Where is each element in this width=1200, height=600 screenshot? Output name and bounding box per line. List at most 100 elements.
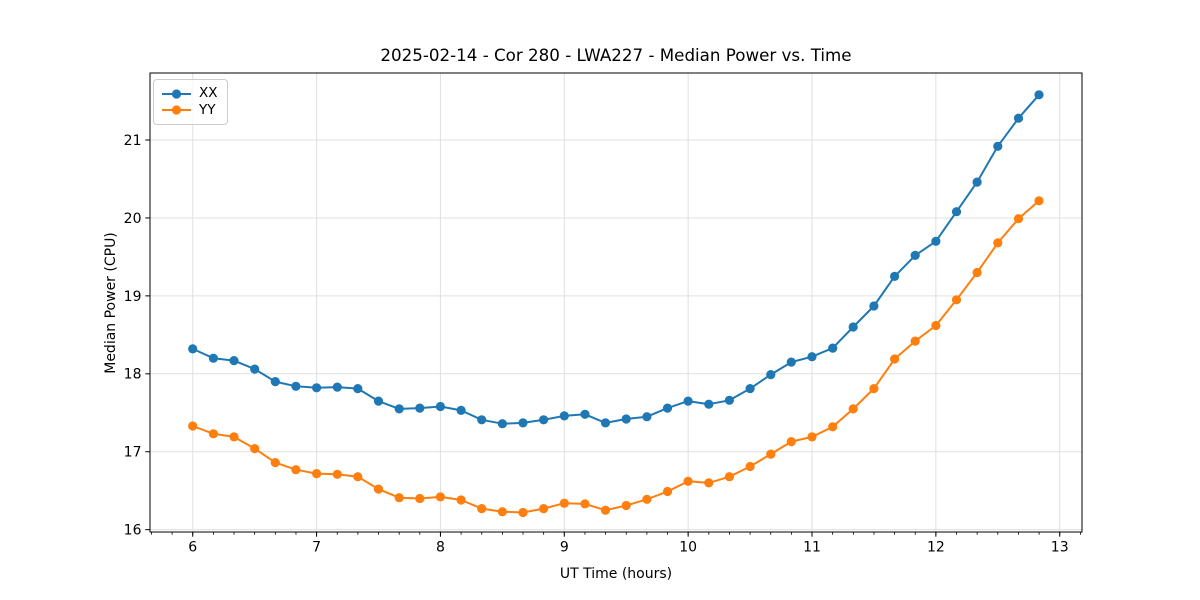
data-point-yy xyxy=(456,495,466,505)
data-point-xx xyxy=(518,418,528,428)
data-point-yy xyxy=(704,478,714,488)
data-point-xx xyxy=(931,236,941,246)
data-point-xx xyxy=(477,415,487,425)
data-point-xx xyxy=(807,352,817,362)
data-point-xx xyxy=(332,382,342,392)
x-tick-label: 10 xyxy=(679,540,697,556)
data-point-yy xyxy=(435,492,445,502)
data-point-yy xyxy=(373,484,384,494)
data-point-xx xyxy=(291,381,301,391)
data-point-yy xyxy=(642,494,652,504)
data-point-xx xyxy=(683,396,693,406)
y-tick-label: 16 xyxy=(124,523,142,539)
data-point-xx xyxy=(745,384,755,394)
data-point-xx xyxy=(559,411,569,421)
legend-label-yy: YY xyxy=(199,101,216,118)
y-tick-label: 17 xyxy=(124,445,142,461)
data-point-xx xyxy=(766,370,776,380)
data-point-yy xyxy=(931,320,941,331)
data-point-yy xyxy=(497,507,507,517)
data-point-yy xyxy=(229,432,239,442)
data-point-yy xyxy=(250,444,260,454)
plot-border xyxy=(149,72,1083,533)
data-point-yy xyxy=(910,336,920,346)
data-point-xx xyxy=(353,384,363,394)
data-point-xx xyxy=(373,396,384,406)
x-tick-label: 9 xyxy=(560,540,569,556)
data-point-yy xyxy=(394,493,404,503)
data-point-xx xyxy=(1013,113,1024,123)
data-point-xx xyxy=(497,419,507,429)
chart-title: 2025-02-14 - Cor 280 - LWA227 - Median P… xyxy=(380,45,852,65)
data-point-yy xyxy=(828,422,838,432)
legend-label-xx: XX xyxy=(199,85,218,101)
data-point-yy xyxy=(869,384,879,394)
data-point-xx xyxy=(312,383,322,393)
data-point-yy xyxy=(1013,214,1024,224)
legend-item-yy: YY xyxy=(161,101,220,118)
data-point-yy xyxy=(477,504,487,514)
data-point-yy xyxy=(951,295,962,305)
data-point-xx xyxy=(1034,90,1044,100)
data-point-xx xyxy=(910,250,920,260)
data-point-yy xyxy=(312,469,322,479)
data-point-yy xyxy=(766,449,776,459)
data-point-yy xyxy=(559,498,569,508)
data-point-xx xyxy=(662,403,673,413)
legend-item-xx: XX xyxy=(161,85,220,101)
data-point-xx xyxy=(724,395,735,405)
data-point-xx xyxy=(848,322,858,332)
y-tick-label: 20 xyxy=(124,211,142,227)
data-point-yy xyxy=(662,486,673,497)
data-point-xx xyxy=(229,356,239,366)
x-tick-label: 11 xyxy=(803,540,821,556)
data-point-yy xyxy=(807,432,817,442)
data-point-yy xyxy=(270,458,280,468)
y-tick-label: 19 xyxy=(124,289,142,305)
x-tick-label: 7 xyxy=(312,540,321,556)
y-tick-label: 21 xyxy=(124,133,142,149)
legend: XX YY xyxy=(153,79,228,125)
data-point-yy xyxy=(993,238,1003,248)
y-tick-label: 18 xyxy=(124,367,142,383)
data-point-yy xyxy=(683,476,693,486)
data-point-yy xyxy=(291,465,301,475)
data-point-yy xyxy=(415,493,425,504)
series-yy-line-marker-icon xyxy=(162,105,191,115)
x-tick-label: 13 xyxy=(1051,540,1069,556)
series-line-yy xyxy=(192,200,1040,514)
x-tick-label: 6 xyxy=(188,540,197,556)
data-point-yy xyxy=(890,354,900,364)
data-point-xx xyxy=(890,271,900,281)
data-point-xx xyxy=(600,418,611,428)
data-point-yy xyxy=(848,404,858,414)
data-point-yy xyxy=(539,504,549,514)
data-point-yy xyxy=(724,472,735,482)
data-point-xx xyxy=(972,177,982,187)
data-point-xx xyxy=(208,353,218,363)
data-point-yy xyxy=(188,421,198,431)
data-point-xx xyxy=(435,401,445,412)
x-tick-label: 8 xyxy=(436,540,445,556)
data-point-yy xyxy=(580,499,590,509)
data-point-yy xyxy=(745,461,755,472)
data-point-yy xyxy=(518,507,528,518)
x-tick-label: 12 xyxy=(927,540,945,556)
data-point-yy xyxy=(786,437,796,447)
x-axis-label: UT Time (hours) xyxy=(559,566,673,582)
data-point-xx xyxy=(394,404,404,414)
data-point-xx xyxy=(786,357,796,367)
data-point-yy xyxy=(353,472,363,482)
data-point-yy xyxy=(621,500,631,511)
data-point-xx xyxy=(250,364,260,374)
data-point-xx xyxy=(270,377,280,387)
data-point-xx xyxy=(993,141,1003,151)
series-xx-line-marker-icon xyxy=(162,89,191,99)
data-point-xx xyxy=(951,207,962,217)
data-point-yy xyxy=(600,505,611,515)
data-point-xx xyxy=(580,409,590,419)
data-point-xx xyxy=(539,415,549,425)
data-point-xx xyxy=(415,403,425,413)
